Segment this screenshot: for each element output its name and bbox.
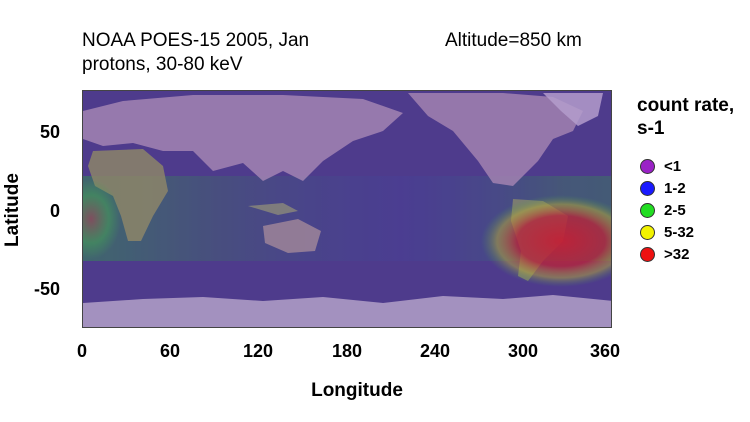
- legend-swatch: [640, 180, 655, 196]
- y-axis-label: Latitude: [2, 173, 23, 247]
- x-tick-300: 300: [507, 341, 539, 361]
- x-tick-360: 360: [589, 341, 621, 361]
- south-atlantic-anomaly: [481, 195, 611, 287]
- world-map: [82, 90, 612, 328]
- y-tick-50: 50: [39, 122, 60, 142]
- x-tick-240: 240: [419, 341, 451, 361]
- legend-swatch: [640, 224, 655, 240]
- x-tick-120: 120: [242, 341, 274, 361]
- x-tick-60: 60: [159, 341, 181, 361]
- legend-title-line1: count rate,: [637, 95, 735, 116]
- legend-title-line2: s-1: [637, 118, 665, 139]
- legend-label: >32: [664, 245, 690, 263]
- map-title-line1: NOAA POES-15 2005, Jan: [82, 30, 310, 51]
- equatorial-high-region: [83, 179, 121, 259]
- x-tick-180: 180: [331, 341, 363, 361]
- legend-item: 5-32: [640, 222, 694, 242]
- y-tick-0: 0: [49, 201, 60, 221]
- legend-swatch: [640, 202, 655, 218]
- map-title-line2: protons, 30-80 keV: [82, 54, 243, 75]
- legend-item: 2-5: [640, 200, 686, 220]
- legend-item: 1-2: [640, 178, 686, 198]
- altitude-label: Altitude=850 km: [445, 30, 582, 51]
- legend-label: 5-32: [664, 223, 695, 241]
- legend-item: >32: [640, 244, 689, 264]
- legend-label: <1: [664, 157, 682, 175]
- legend-label: 2-5: [664, 201, 686, 219]
- x-axis-label: Longitude: [311, 380, 403, 401]
- legend-item: <1: [640, 156, 681, 176]
- world-map-canvas: [83, 91, 611, 327]
- legend-swatch: [640, 158, 655, 174]
- legend-label: 1-2: [664, 179, 686, 197]
- y-tick-minus50: -50: [33, 279, 60, 299]
- legend-swatch: [640, 246, 655, 262]
- x-tick-0: 0: [76, 341, 88, 361]
